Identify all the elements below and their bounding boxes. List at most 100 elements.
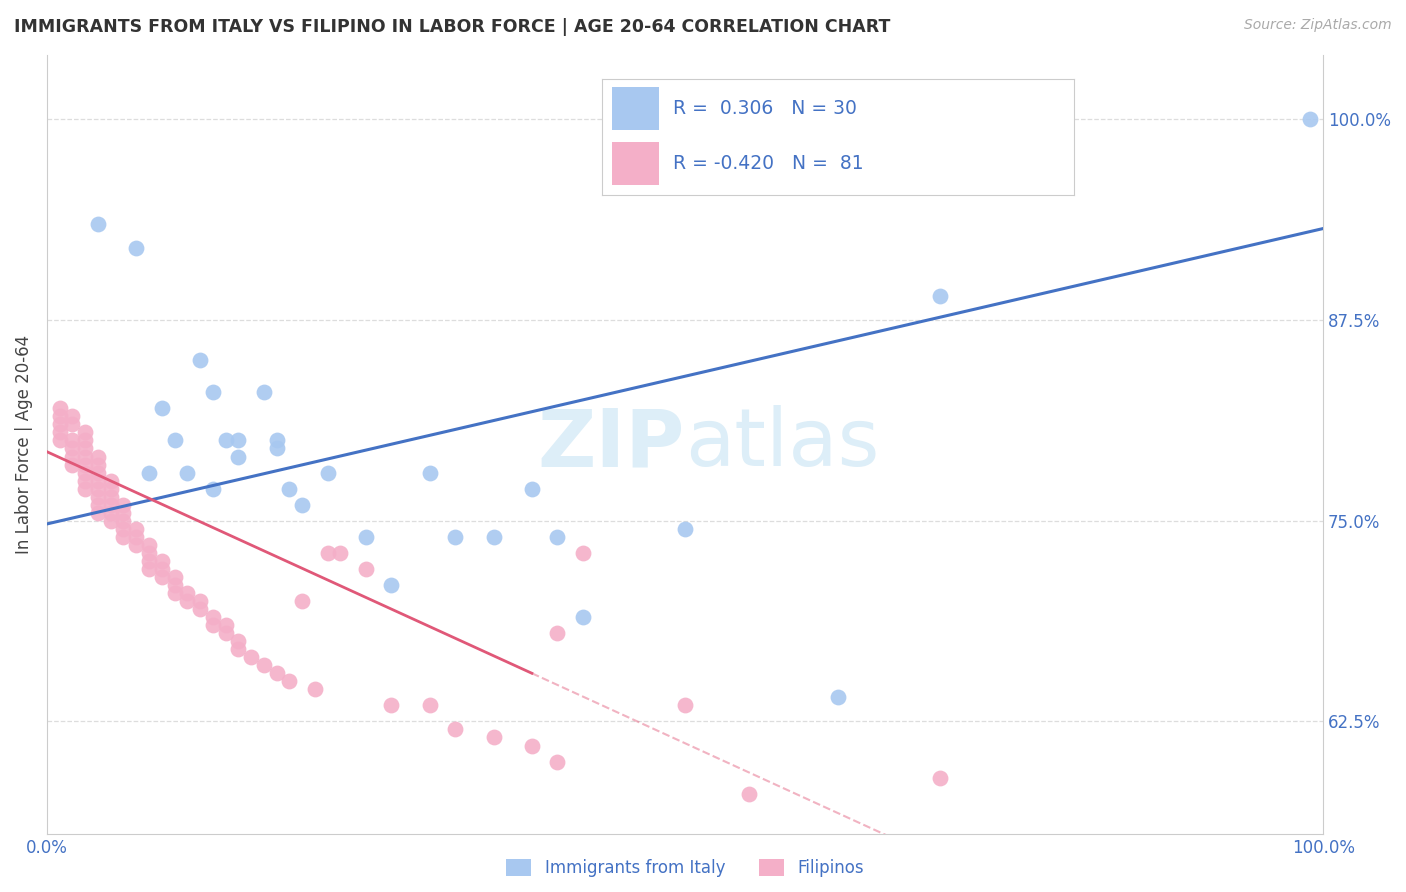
Point <box>75 450 97 464</box>
Point <box>62 417 84 432</box>
Point <box>125 538 148 552</box>
Point <box>228 634 250 648</box>
Point <box>316 466 339 480</box>
Point <box>827 690 849 705</box>
Point <box>278 674 301 689</box>
Point <box>304 682 326 697</box>
Point <box>228 434 250 448</box>
Point <box>75 442 97 456</box>
Point <box>419 698 441 713</box>
Point <box>316 546 339 560</box>
Point <box>87 474 110 488</box>
Point <box>125 530 148 544</box>
Point <box>214 618 236 632</box>
Point <box>546 626 568 640</box>
Point <box>266 442 288 456</box>
Point <box>112 530 135 544</box>
Point <box>419 466 441 480</box>
Text: ZIP: ZIP <box>537 406 685 483</box>
Text: IMMIGRANTS FROM ITALY VS FILIPINO IN LABOR FORCE | AGE 20-64 CORRELATION CHART: IMMIGRANTS FROM ITALY VS FILIPINO IN LAB… <box>14 18 890 36</box>
Point <box>188 594 211 608</box>
Point <box>87 498 110 512</box>
Point <box>266 666 288 681</box>
Point <box>112 514 135 528</box>
Point <box>112 522 135 536</box>
Point <box>201 385 224 400</box>
Point <box>929 771 952 785</box>
Point <box>1299 112 1322 127</box>
Point <box>138 538 160 552</box>
Point <box>87 490 110 504</box>
Point <box>929 289 952 303</box>
Point <box>201 610 224 624</box>
Point <box>673 698 696 713</box>
Point <box>62 434 84 448</box>
Point <box>520 482 543 496</box>
Point <box>266 434 288 448</box>
Point <box>100 490 122 504</box>
Point <box>87 458 110 472</box>
Point <box>138 562 160 576</box>
Point <box>163 434 186 448</box>
Point <box>214 626 236 640</box>
Point <box>75 434 97 448</box>
Point <box>87 506 110 520</box>
Point <box>214 434 236 448</box>
Point <box>520 739 543 753</box>
Point <box>75 466 97 480</box>
Point <box>125 241 148 255</box>
Point <box>62 458 84 472</box>
Point <box>87 466 110 480</box>
Point <box>163 570 186 584</box>
Point <box>100 514 122 528</box>
Point <box>112 498 135 512</box>
Point <box>62 409 84 424</box>
Text: atlas: atlas <box>685 406 879 483</box>
Point <box>150 570 173 584</box>
Point <box>444 723 467 737</box>
Point <box>572 546 595 560</box>
Point <box>48 409 70 424</box>
Point <box>482 731 505 745</box>
Point <box>291 498 314 512</box>
Point <box>253 658 276 673</box>
Point <box>48 401 70 416</box>
Point <box>125 522 148 536</box>
Point <box>87 217 110 231</box>
Point <box>278 482 301 496</box>
Point <box>100 506 122 520</box>
Point <box>112 506 135 520</box>
Point <box>150 554 173 568</box>
Point <box>176 466 198 480</box>
Y-axis label: In Labor Force | Age 20-64: In Labor Force | Age 20-64 <box>15 334 32 554</box>
Point <box>100 482 122 496</box>
Point <box>163 586 186 600</box>
Point <box>176 586 198 600</box>
Point <box>75 482 97 496</box>
Text: Source: ZipAtlas.com: Source: ZipAtlas.com <box>1244 18 1392 32</box>
Point <box>100 474 122 488</box>
Point <box>62 442 84 456</box>
Point <box>176 594 198 608</box>
Point <box>48 434 70 448</box>
Point <box>75 458 97 472</box>
Point <box>150 401 173 416</box>
Point <box>75 425 97 440</box>
Point <box>163 578 186 592</box>
Point <box>48 425 70 440</box>
Point <box>546 530 568 544</box>
Point <box>240 650 263 665</box>
Point <box>100 498 122 512</box>
Point <box>329 546 352 560</box>
Point <box>291 594 314 608</box>
Point <box>87 482 110 496</box>
Point <box>188 602 211 616</box>
Point <box>75 474 97 488</box>
Point <box>48 417 70 432</box>
Point <box>444 530 467 544</box>
Legend: Immigrants from Italy, Filipinos: Immigrants from Italy, Filipinos <box>499 853 870 884</box>
Point <box>253 385 276 400</box>
Point <box>354 530 377 544</box>
Point <box>546 755 568 769</box>
Point <box>201 618 224 632</box>
